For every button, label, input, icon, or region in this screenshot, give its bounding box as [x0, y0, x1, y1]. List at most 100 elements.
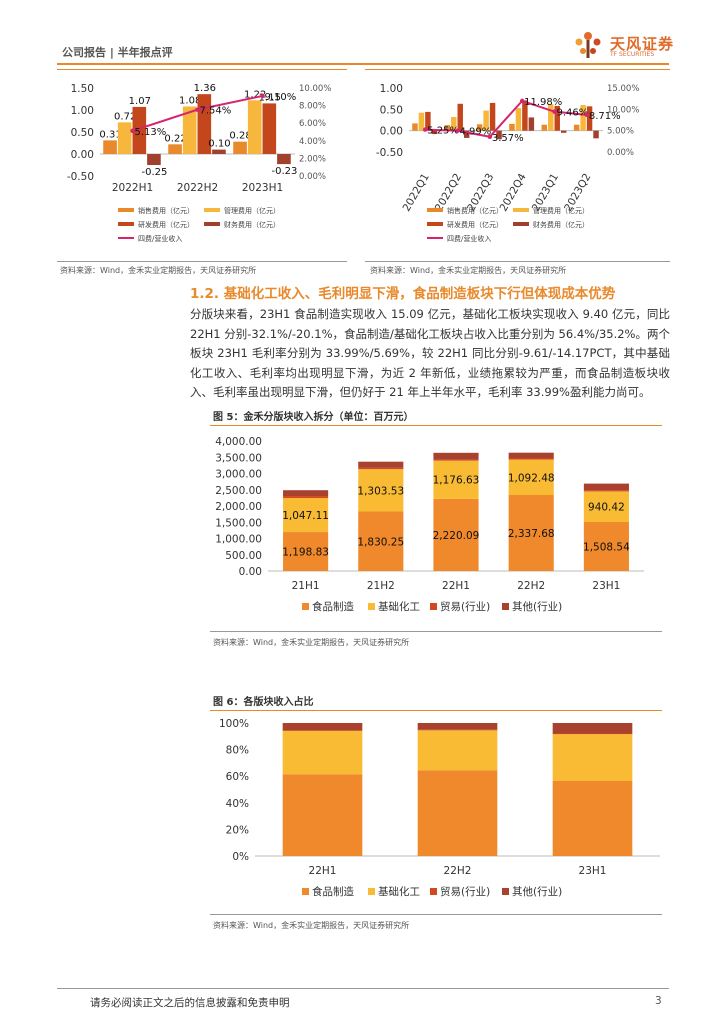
- bar: [212, 149, 226, 154]
- legend-label: 销售费用（亿元）: [138, 206, 194, 215]
- stack-segment: [583, 483, 629, 491]
- segment-value-label: 940.42: [588, 502, 625, 514]
- bar-value-label: 1.07: [129, 96, 151, 107]
- stack-segment: [283, 532, 329, 571]
- segment-value-label: 2,220.09: [433, 530, 480, 542]
- bar: [277, 154, 291, 165]
- ratio-line: [425, 99, 587, 138]
- x-tick-label: 22H2: [444, 865, 472, 877]
- bar: [509, 123, 515, 131]
- y2-tick-label: 10.00%: [299, 84, 331, 94]
- legend-swatch: [204, 222, 220, 226]
- legend-swatch: [513, 208, 529, 212]
- segment-value-label: 1,198.83: [282, 547, 329, 559]
- x-tick-label: 2022Q1: [401, 172, 432, 214]
- legend-swatch: [118, 222, 134, 226]
- top-left-chart: 1.50 1.00 0.50 0.00 -0.50 10.00% 8.00% 6.00% 4.0…: [60, 72, 350, 262]
- y-tick-label: 0.00: [380, 126, 403, 138]
- fig5-title: 图 5：金禾分版块收入拆分（单位：百万元）: [213, 412, 414, 423]
- legend-label: 食品制造: [312, 600, 354, 613]
- legend-swatch: [502, 888, 509, 895]
- y2-tick-label: 5.00%: [607, 127, 634, 137]
- stack-segment: [417, 723, 498, 730]
- stack-segment: [433, 498, 479, 571]
- ratio-point: [455, 128, 460, 133]
- bar: [593, 130, 599, 139]
- top-right-chart: 1.00 0.50 0.00 -0.50 15.00% 10.00% 5.00% 0.00% 2…: [365, 72, 665, 262]
- bar: [431, 130, 438, 135]
- source-rule: [57, 261, 347, 262]
- brand-cn: 天风证券: [610, 35, 675, 53]
- y2-tick-label: 6.00%: [299, 119, 326, 129]
- ratio-point: [195, 107, 200, 112]
- ratio-point: [130, 128, 135, 134]
- ratio-label: 11.98%: [524, 97, 562, 108]
- bar: [233, 141, 247, 154]
- ratio-point: [487, 134, 493, 139]
- segment-value-label: 1,092.48: [508, 472, 555, 484]
- fig6-chart: 100% 80% 60% 40% 20% 0% 22H1 22H2 23H1 食品制造 基础化工 贸易…: [210, 713, 662, 913]
- stack-segment: [552, 733, 633, 735]
- stack-segment: [358, 467, 404, 470]
- chart-top-rule-right: [365, 69, 670, 70]
- brand-en: TF SECURITIES: [610, 51, 655, 58]
- legend-label: 四费/营业收入: [447, 234, 491, 243]
- bar: [580, 105, 586, 131]
- stack-segment: [583, 491, 629, 522]
- bar: [528, 117, 535, 131]
- segment-value-label: 1,176.63: [433, 475, 480, 487]
- bar: [412, 123, 418, 131]
- ratio-point: [260, 93, 265, 99]
- x-tick-label: 22H1: [442, 580, 470, 592]
- stack-segment: [508, 459, 554, 496]
- bar-value-label: 1.08: [179, 95, 201, 106]
- stack-segment: [283, 496, 329, 499]
- ratio-label: 8.71%: [589, 111, 621, 122]
- bar: [117, 122, 132, 154]
- segment-value-label: 2,337.68: [508, 528, 555, 540]
- bar-value-label: 1.22: [244, 89, 266, 100]
- page-number: 3: [655, 995, 662, 1007]
- bar: [147, 154, 161, 165]
- bar: [476, 124, 483, 131]
- bar-value-label: 1.36: [194, 83, 216, 94]
- legend-label: 贸易(行业): [440, 600, 490, 613]
- legend-label: 管理费用（亿元）: [533, 206, 589, 215]
- x-tick-label: 21H1: [292, 580, 320, 592]
- y2-tick-label: 4.00%: [299, 137, 326, 147]
- y2-tick-label: 15.00%: [607, 84, 639, 94]
- x-tick-label: 23H1: [592, 580, 620, 592]
- y-tick-label: -0.50: [67, 171, 94, 183]
- footer-disclaimer: 请务必阅读正文之后的信息披露和免责申明: [90, 997, 290, 1009]
- y-tick-label: 40%: [226, 798, 249, 810]
- y-tick-label: 4,000.00: [215, 436, 262, 448]
- report-type: 公司报告 | 半年报点评: [62, 46, 173, 59]
- fig6-top-rule: [210, 710, 662, 711]
- y-tick-label: 1,000.00: [215, 534, 262, 546]
- bar: [182, 106, 197, 154]
- ratio-label: 4.99%: [460, 127, 492, 138]
- stack-segment: [282, 774, 363, 856]
- legend-label: 财务费用（亿元）: [224, 220, 280, 229]
- segment-value-label: 1,047.11: [282, 510, 329, 522]
- fig5-top-rule: [210, 425, 662, 426]
- x-tick-label: 2022H2: [177, 182, 218, 194]
- bar: [496, 130, 502, 140]
- x-tick-label: 22H1: [309, 865, 337, 877]
- legend-label: 基础化工: [378, 600, 420, 613]
- bar: [444, 125, 451, 131]
- bar: [103, 140, 117, 154]
- y-tick-label: 0.50: [71, 127, 94, 139]
- y-tick-label: 60%: [226, 771, 249, 783]
- legend-swatch: [118, 208, 134, 212]
- bar: [541, 124, 548, 131]
- stack-segment: [283, 490, 329, 497]
- chart-top-rule: [57, 69, 347, 70]
- fig6-title: 图 6：各版块收入占比: [213, 697, 314, 708]
- ratio-label: 5.13%: [135, 127, 167, 138]
- x-tick-label: 22H2: [517, 580, 545, 592]
- legend-swatch: [302, 888, 309, 895]
- bar: [418, 112, 425, 131]
- bar: [483, 110, 489, 131]
- stack-segment: [508, 495, 554, 571]
